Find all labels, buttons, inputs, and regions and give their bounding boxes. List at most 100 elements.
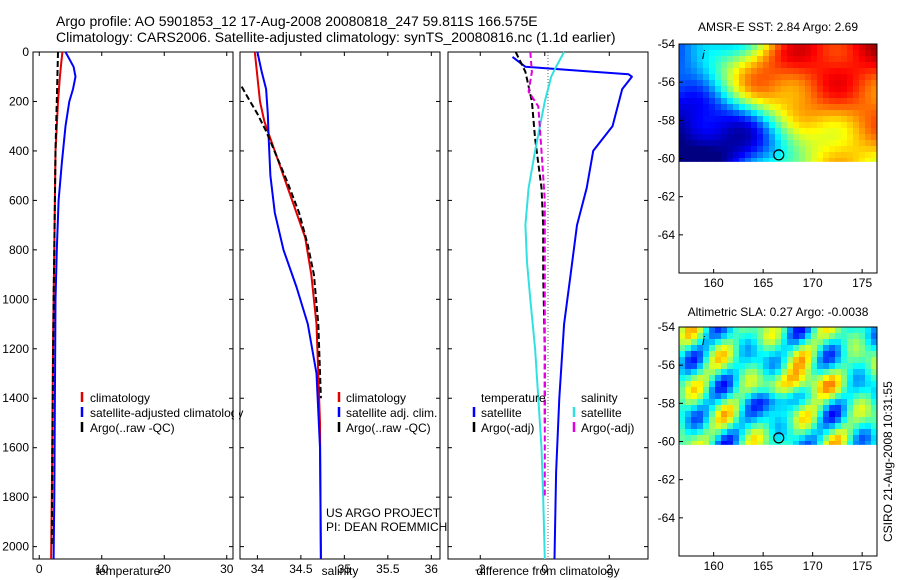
field-cell	[727, 104, 734, 111]
field-cell	[769, 80, 776, 87]
field-cell	[865, 152, 872, 159]
field-cell	[697, 122, 704, 129]
field-cell	[799, 56, 806, 63]
x-tick-label: -2	[475, 562, 486, 576]
field-cell	[721, 158, 728, 162]
field-cell	[781, 104, 788, 111]
field-cell	[823, 74, 830, 81]
field-cell	[865, 116, 872, 123]
field-cell	[709, 122, 716, 129]
field-cell	[871, 357, 878, 364]
field-cell	[679, 110, 686, 117]
field-cell	[805, 134, 812, 141]
field-cell	[865, 128, 872, 135]
sst-map-x-ticks: 160 165 170 175	[704, 269, 872, 290]
field-cell	[721, 411, 728, 418]
field-cell	[787, 86, 794, 93]
field-cell	[835, 128, 842, 135]
field-cell	[703, 441, 710, 445]
field-cell	[685, 399, 692, 406]
field-cell	[811, 357, 818, 364]
field-cell	[853, 381, 860, 388]
field-cell	[745, 62, 752, 69]
pi-label: PI: DEAN ROEMMICH	[326, 520, 447, 534]
field-cell	[733, 92, 740, 99]
field-cell	[703, 393, 710, 400]
field-cell	[817, 417, 824, 424]
field-cell	[769, 417, 776, 424]
field-cell	[697, 56, 704, 63]
field-cell	[763, 417, 770, 424]
field-cell	[805, 363, 812, 370]
field-cell	[847, 339, 854, 346]
field-cell	[841, 381, 848, 388]
field-cell	[841, 74, 848, 81]
field-cell	[859, 152, 866, 159]
temperature-series	[50, 51, 77, 560]
field-cell	[769, 345, 776, 352]
field-cell	[805, 441, 812, 445]
field-cell	[751, 140, 758, 147]
field-cell	[763, 134, 770, 141]
field-cell	[769, 381, 776, 388]
field-cell	[691, 399, 698, 406]
field-cell	[721, 56, 728, 63]
field-cell	[709, 399, 716, 406]
field-cell	[805, 62, 812, 69]
field-cell	[691, 50, 698, 57]
field-cell	[865, 86, 872, 93]
field-cell	[775, 351, 782, 358]
field-cell	[847, 429, 854, 436]
field-cell	[805, 104, 812, 111]
x-tick-label: 34	[251, 562, 265, 576]
field-cell	[811, 110, 818, 117]
field-cell	[799, 333, 806, 340]
field-cell	[721, 50, 728, 57]
field-cell	[817, 80, 824, 87]
field-cell	[697, 80, 704, 87]
field-cell	[757, 381, 764, 388]
field-cell	[835, 423, 842, 430]
field-cell	[721, 44, 728, 51]
field-cell	[715, 74, 722, 81]
field-cell	[841, 50, 848, 57]
field-cell	[865, 411, 872, 418]
field-cell	[703, 375, 710, 382]
field-cell	[679, 441, 686, 445]
field-cell	[709, 369, 716, 376]
field-cell	[751, 393, 758, 400]
field-cell	[685, 116, 692, 123]
field-cell	[811, 411, 818, 418]
field-cell	[805, 357, 812, 364]
field-cell	[715, 417, 722, 424]
field-cell	[733, 62, 740, 69]
field-cell	[745, 158, 752, 162]
field-cell	[793, 363, 800, 370]
field-cell	[859, 74, 866, 81]
field-cell	[787, 116, 794, 123]
field-cell	[871, 68, 878, 75]
field-cell	[781, 68, 788, 75]
field-cell	[781, 405, 788, 412]
field-cell	[745, 74, 752, 81]
field-cell	[871, 152, 878, 159]
field-cell	[715, 363, 722, 370]
field-cell	[763, 429, 770, 436]
field-cell	[715, 393, 722, 400]
field-cell	[805, 399, 812, 406]
field-cell	[847, 399, 854, 406]
field-cell	[691, 134, 698, 141]
x-tick-label: 35.5	[376, 562, 400, 576]
field-cell	[691, 417, 698, 424]
field-cell	[763, 128, 770, 135]
field-cell	[817, 393, 824, 400]
field-cell	[811, 387, 818, 394]
field-cell	[745, 405, 752, 412]
series-line-difference-1	[514, 51, 546, 423]
field-cell	[721, 399, 728, 406]
field-cell	[715, 369, 722, 376]
field-cell	[733, 393, 740, 400]
field-cell	[805, 98, 812, 105]
field-cell	[703, 56, 710, 63]
field-cell	[709, 333, 716, 340]
